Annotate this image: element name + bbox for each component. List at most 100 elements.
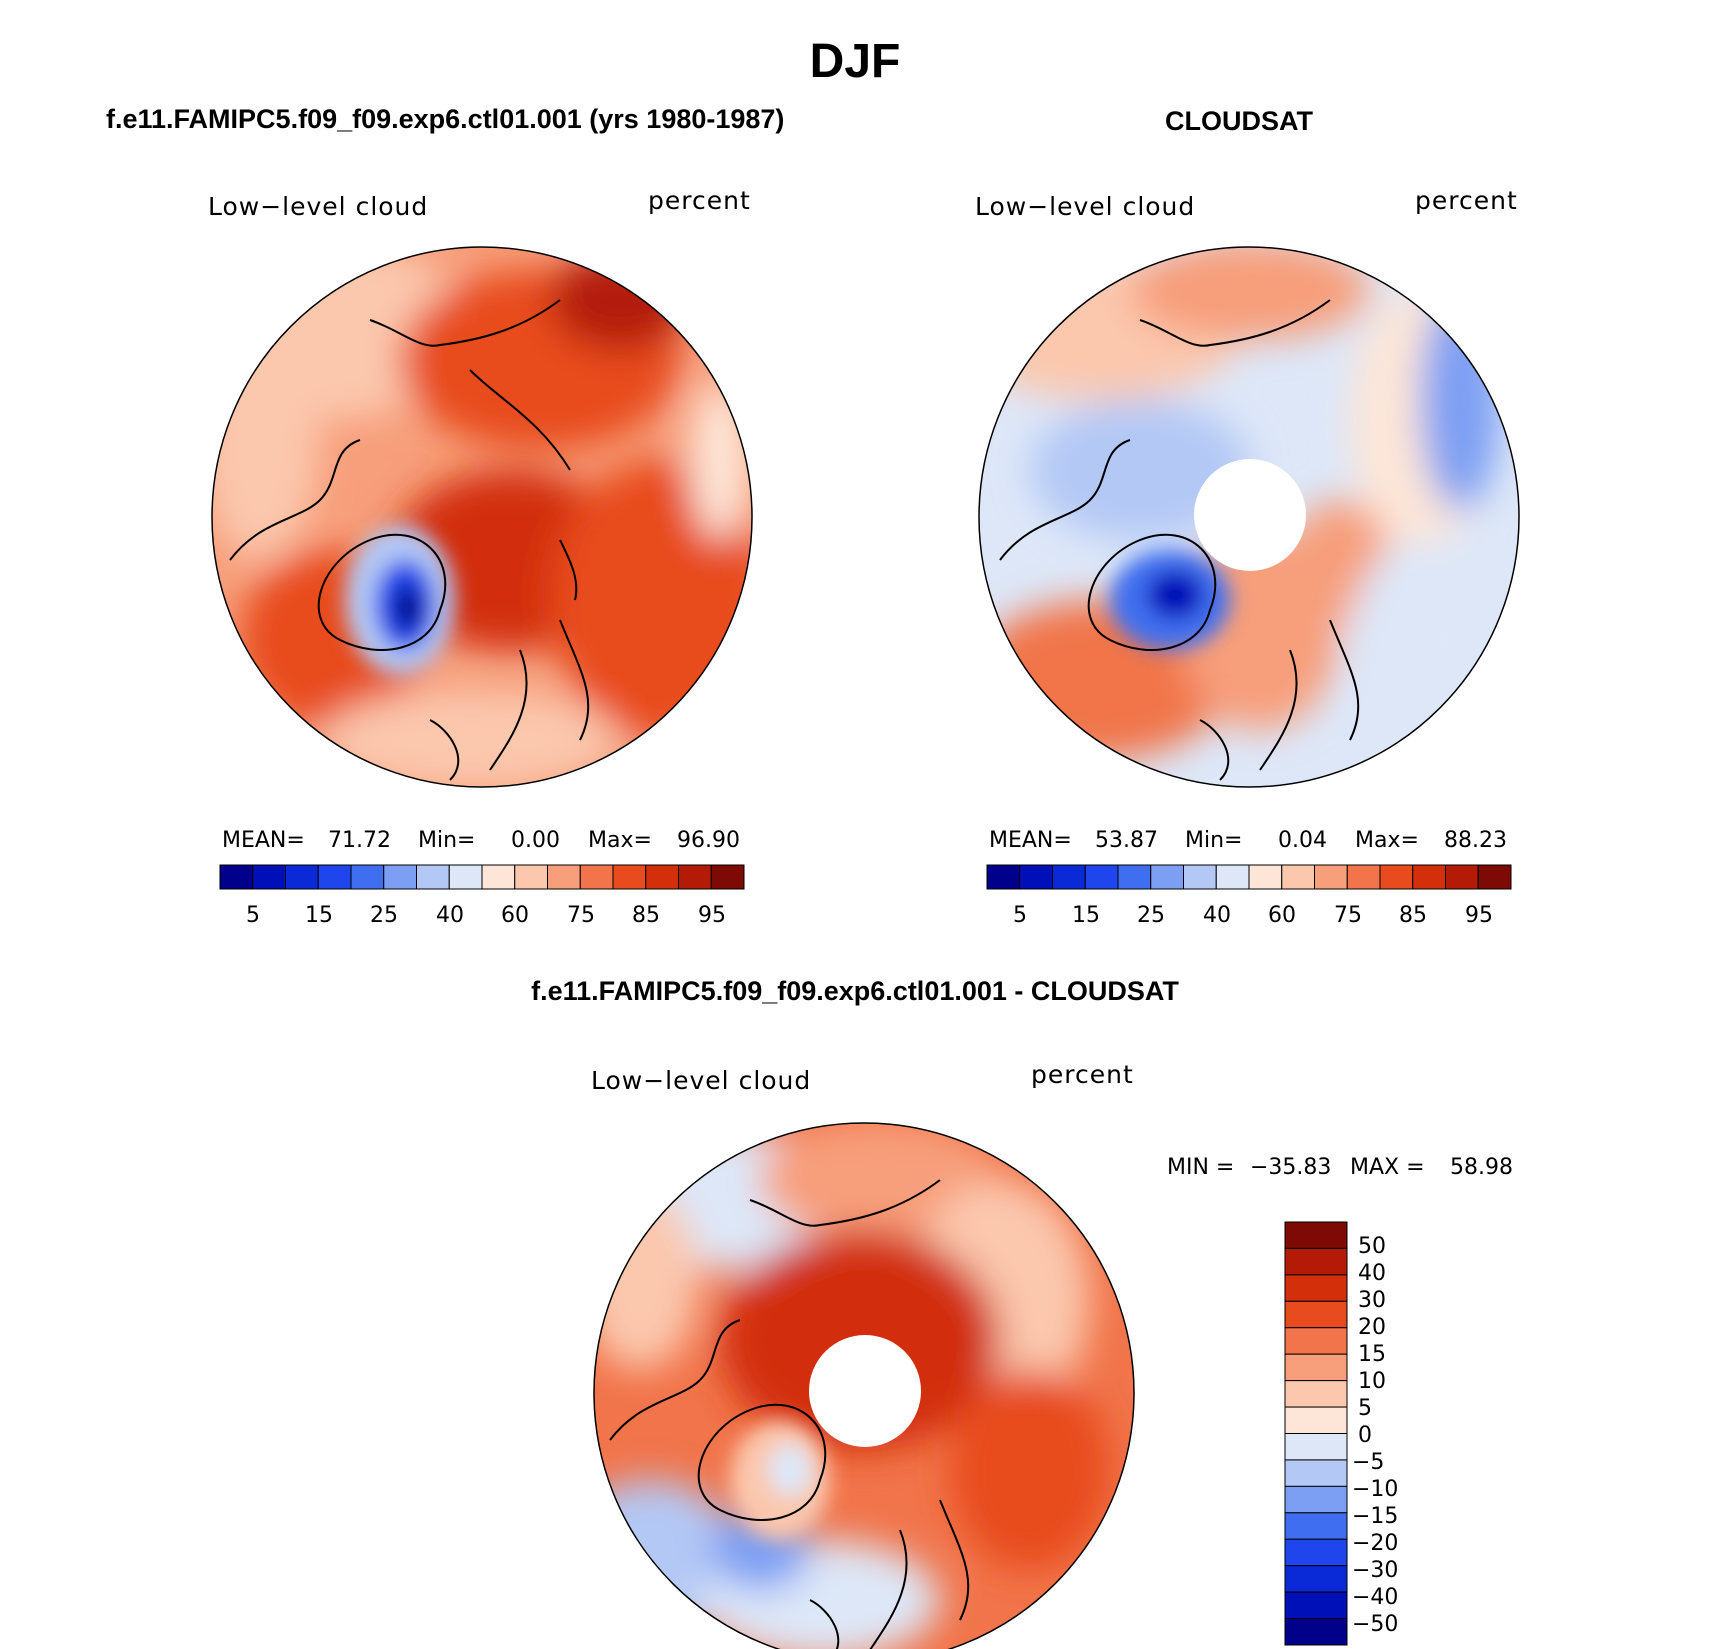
colorbar-swatch <box>1379 864 1414 890</box>
panel-2-variable-label: Low−level cloud <box>975 192 1196 221</box>
panel-2-map-border <box>978 246 1520 788</box>
panel-3-title: f.e11.FAMIPC5.f09_f09.exp6.ctl01.001 - C… <box>531 976 1179 1006</box>
colorbar-swatch <box>1284 1221 1348 1249</box>
colorbar-swatch <box>1284 1327 1348 1355</box>
colorbar-swatch <box>678 864 712 890</box>
colorbar-swatch <box>285 864 319 890</box>
colorbar-swatch <box>579 864 614 890</box>
panel-2-min-value: 0.04 <box>1278 828 1327 853</box>
panel-2-units-label: percent <box>1415 186 1518 215</box>
panel-3-coastlines <box>609 1179 970 1649</box>
colorbar-swatch <box>416 864 450 890</box>
colorbar-swatch <box>1284 1300 1348 1329</box>
panel-3-min-value: −35.83 <box>1250 1155 1332 1180</box>
panel-2-max-label: Max= <box>1355 828 1419 853</box>
panel-3-colorbar-tick: −5 <box>1352 1450 1385 1475</box>
colorbar-swatch <box>481 864 516 890</box>
colorbar-swatch <box>1284 1274 1348 1302</box>
panel-1-colorbar-tick: 95 <box>698 903 726 928</box>
colorbar-swatch <box>1284 1538 1348 1567</box>
panel-3-colorbar-tick: −20 <box>1352 1531 1399 1556</box>
colorbar-swatch <box>1215 864 1250 890</box>
panel-2-colorbar-tick: 15 <box>1072 903 1100 928</box>
colorbar-swatch <box>1284 1247 1348 1276</box>
colorbar-swatch <box>1019 864 1053 890</box>
panel-2-colorbar-tick: 40 <box>1203 903 1231 928</box>
colorbar-swatch <box>1284 1591 1348 1620</box>
panel-2-colorbar-tick: 95 <box>1465 903 1493 928</box>
colorbar-swatch <box>710 864 745 890</box>
colorbar-swatch <box>1248 864 1283 890</box>
colorbar-swatch <box>1477 864 1512 890</box>
panel-3-colorbar-tick: 50 <box>1358 1234 1386 1259</box>
colorbar-swatch <box>1150 864 1184 890</box>
panel-1-colorbar-tick: 75 <box>567 903 595 928</box>
panel-3-colorbar-tick: −30 <box>1352 1558 1399 1583</box>
panel-2-coastlines <box>999 299 1360 781</box>
panel-3-colorbar-tick: −15 <box>1352 1504 1399 1529</box>
colorbar-swatch <box>448 864 483 890</box>
colorbar-swatch <box>252 864 286 890</box>
colorbar-swatch <box>1284 1618 1348 1646</box>
panel-1-title: f.e11.FAMIPC5.f09_f09.exp6.ctl01.001 (yr… <box>106 104 785 134</box>
panel-2-colorbar-tick: 60 <box>1268 903 1296 928</box>
colorbar-swatch <box>1183 864 1217 890</box>
panel-3-colorbar-tick: −10 <box>1352 1477 1399 1502</box>
panel-2-mean-label: MEAN= <box>989 828 1072 853</box>
panel-2-title: CLOUDSAT <box>1165 106 1313 136</box>
colorbar-swatch <box>1284 1512 1348 1540</box>
panel-2-colorbar-tick: 85 <box>1399 903 1427 928</box>
colorbar-swatch <box>1284 1406 1348 1434</box>
colorbar-swatch <box>1284 1565 1348 1593</box>
panel-1-colorbar-tick: 5 <box>246 903 260 928</box>
panel-3-variable-label: Low−level cloud <box>591 1066 812 1095</box>
panel-3-map <box>594 1123 1134 1649</box>
panel-1-mean-label: MEAN= <box>222 828 305 853</box>
panel-1-units-label: percent <box>648 186 751 215</box>
colorbar-swatch <box>645 864 679 890</box>
panel-2-colorbar-tick: 5 <box>1013 903 1027 928</box>
panel-3-colorbar-tick: 5 <box>1358 1396 1372 1421</box>
panel-1-colorbar-tick: 40 <box>436 903 464 928</box>
colorbar-swatch <box>383 864 417 890</box>
panel-3-colorbar-tick: 20 <box>1358 1315 1386 1340</box>
panel-1-mean-value: 71.72 <box>328 828 391 853</box>
panel-2-colorbar-tick: 25 <box>1137 903 1165 928</box>
colorbar-swatch <box>219 864 254 890</box>
panel-2-max-value: 88.23 <box>1444 828 1507 853</box>
panel-1-min-value: 0.00 <box>511 828 560 853</box>
panel-3-colorbar-tick: −50 <box>1352 1612 1399 1637</box>
panel-3-max-label: MAX = <box>1350 1155 1425 1180</box>
panel-3-colorbar-tick: 40 <box>1358 1261 1386 1286</box>
colorbar-swatch <box>514 864 548 890</box>
panel-3-max-value: 58.98 <box>1450 1155 1513 1180</box>
panel-3-colorbar <box>1284 1221 1348 1646</box>
panel-1-max-value: 96.90 <box>677 828 740 853</box>
panel-3-colorbar-tick: 30 <box>1358 1288 1386 1313</box>
panel-1-colorbar-tick: 25 <box>370 903 398 928</box>
panel-2-mean-value: 53.87 <box>1095 828 1158 853</box>
panel-3-colorbar-tick: 10 <box>1358 1369 1386 1394</box>
panel-1-min-label: Min= <box>418 828 476 853</box>
colorbar-swatch <box>1281 864 1315 890</box>
colorbar-swatch <box>1284 1353 1348 1382</box>
colorbar-swatch <box>1314 864 1348 890</box>
panel-1-colorbar-tick: 60 <box>501 903 529 928</box>
panel-3-units-label: percent <box>1031 1060 1134 1089</box>
colorbar-swatch <box>1445 864 1479 890</box>
panel-1-max-label: Max= <box>588 828 652 853</box>
panel-2-colorbar <box>986 864 1512 890</box>
panel-1-map <box>212 247 752 787</box>
colorbar-swatch <box>1284 1433 1348 1461</box>
colorbar-swatch <box>1117 864 1152 890</box>
colorbar-swatch <box>1284 1380 1348 1408</box>
panel-1-colorbar <box>219 864 745 890</box>
colorbar-swatch <box>1346 864 1381 890</box>
colorbar-swatch <box>612 864 647 890</box>
panel-1-variable-label: Low−level cloud <box>208 192 429 221</box>
panel-3-min-label: MIN = <box>1167 1155 1235 1180</box>
panel-1-coastlines <box>229 299 590 781</box>
panel-3-colorbar-tick: −40 <box>1352 1585 1399 1610</box>
panel-2-colorbar-tick: 75 <box>1334 903 1362 928</box>
